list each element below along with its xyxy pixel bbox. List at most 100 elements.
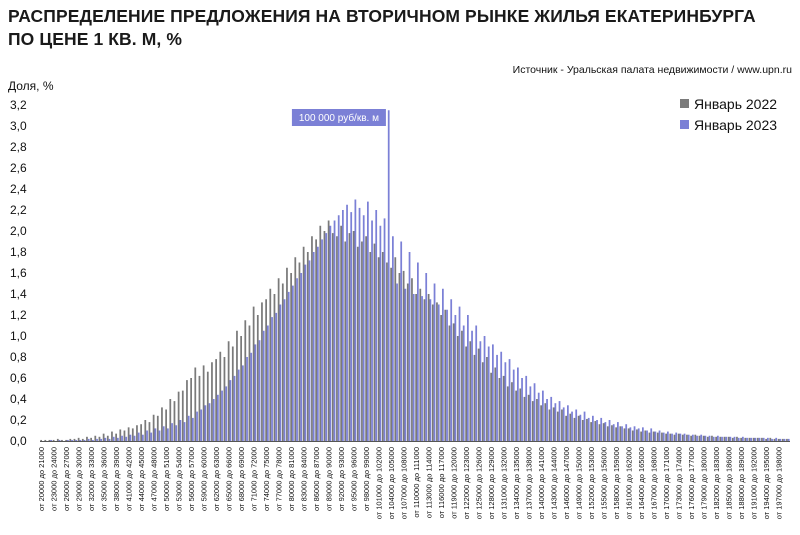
legend: Январь 2022 Январь 2023 bbox=[680, 93, 777, 135]
bar-2022 bbox=[473, 354, 476, 441]
y-tick-label: 2,4 bbox=[10, 182, 27, 196]
bar-2023 bbox=[458, 306, 461, 441]
bar-2023 bbox=[104, 437, 107, 441]
bar-2022 bbox=[106, 435, 109, 441]
x-tick-label: от 128000 до 129000 bbox=[487, 447, 496, 519]
bar-2022 bbox=[390, 267, 392, 441]
bar-2023 bbox=[562, 407, 565, 441]
x-tick-label: от 188000 до 189000 bbox=[737, 447, 746, 519]
x-tick-label: от 179000 до 180000 bbox=[700, 447, 709, 519]
bar-2023 bbox=[233, 375, 236, 441]
bar-2023 bbox=[304, 264, 307, 441]
bar-2023 bbox=[533, 383, 536, 441]
bar-2023 bbox=[575, 409, 578, 441]
chart-title-line-1: РАСПРЕДЕЛЕНИЕ ПРЕДЛОЖЕНИЯ НА ВТОРИЧНОМ Р… bbox=[8, 6, 756, 26]
bar-2022 bbox=[123, 430, 126, 441]
bar-2022 bbox=[781, 438, 784, 441]
bar-2022 bbox=[581, 420, 584, 441]
annotation-label: 100 000 руб/кв. м bbox=[299, 112, 379, 124]
bar-2023 bbox=[733, 436, 736, 441]
bar-2023 bbox=[87, 438, 90, 441]
bar-2023 bbox=[683, 433, 686, 441]
bar-2023 bbox=[212, 399, 215, 441]
bar-2023 bbox=[475, 325, 478, 441]
x-tick-label: от 149000 до 150000 bbox=[575, 447, 584, 519]
bar-2023 bbox=[162, 426, 165, 441]
bar-2023 bbox=[283, 299, 286, 441]
bar-2022 bbox=[198, 375, 201, 441]
bar-2023 bbox=[679, 433, 682, 441]
x-tick-label: от 104000 до 105000 bbox=[387, 447, 396, 519]
bar-2023 bbox=[350, 212, 353, 441]
bar-2022 bbox=[286, 267, 288, 441]
bar-2023 bbox=[362, 215, 365, 441]
x-tick-label: от 146000 до 147000 bbox=[562, 447, 571, 519]
bar-2023 bbox=[75, 439, 78, 441]
bar-2023 bbox=[783, 438, 786, 441]
bar-2022 bbox=[640, 431, 642, 441]
bar-2022 bbox=[636, 429, 638, 441]
bar-2022 bbox=[577, 415, 580, 441]
bar-2022 bbox=[248, 325, 251, 441]
y-tick-label: 1,6 bbox=[10, 266, 27, 280]
bar-2023 bbox=[712, 436, 715, 441]
bar-2023 bbox=[400, 241, 403, 441]
bar-2023 bbox=[279, 304, 282, 441]
bar-2023 bbox=[333, 220, 336, 441]
bar-2023 bbox=[717, 435, 719, 441]
bar-2022 bbox=[556, 411, 559, 441]
bar-2022 bbox=[461, 330, 463, 441]
x-tick-label: от 56000 до 57000 bbox=[187, 447, 196, 511]
x-tick-label: от 152000 до 153000 bbox=[587, 447, 596, 519]
bar-2023 bbox=[750, 437, 753, 441]
bar-2023 bbox=[725, 436, 728, 441]
annotation-box bbox=[291, 109, 386, 126]
bar-2022 bbox=[511, 382, 513, 441]
bar-2022 bbox=[211, 362, 213, 441]
bar-2023 bbox=[742, 436, 744, 441]
bar-2023 bbox=[429, 299, 432, 441]
bar-2022 bbox=[727, 436, 730, 441]
bar-2022 bbox=[436, 302, 438, 441]
bar-2023 bbox=[642, 427, 644, 441]
bar-2022 bbox=[40, 439, 42, 441]
bar-2022 bbox=[565, 415, 567, 441]
bar-2022 bbox=[86, 436, 88, 441]
bar-2023 bbox=[721, 436, 723, 441]
chart-title-line-2: ПО ЦЕНЕ 1 КВ. М, % bbox=[8, 29, 182, 49]
bar-2023 bbox=[696, 435, 698, 441]
y-tick-label: 2,6 bbox=[10, 161, 27, 175]
x-tick-label: от 101000 до 102000 bbox=[375, 447, 384, 519]
bar-2022 bbox=[773, 438, 776, 441]
x-tick-label: от 68000 до 69000 bbox=[237, 447, 246, 511]
bar-2023 bbox=[58, 439, 61, 441]
bar-2022 bbox=[202, 365, 205, 441]
bar-2023 bbox=[500, 351, 503, 441]
bar-2022 bbox=[273, 294, 276, 441]
y-tick-label: 1,8 bbox=[10, 245, 27, 259]
bar-2023 bbox=[150, 432, 153, 441]
bar-2023 bbox=[325, 233, 328, 441]
bar-2022 bbox=[569, 413, 572, 441]
bar-2022 bbox=[336, 236, 338, 441]
bar-2022 bbox=[448, 325, 451, 441]
bar-2022 bbox=[702, 435, 705, 441]
bar-2023 bbox=[200, 409, 203, 441]
bar-2023 bbox=[417, 262, 419, 441]
bar-2022 bbox=[756, 437, 759, 441]
bar-2022 bbox=[411, 278, 413, 441]
bar-2023 bbox=[754, 437, 757, 441]
legend-label-2023: Январь 2023 bbox=[694, 116, 778, 133]
bar-2023 bbox=[50, 439, 53, 441]
bar-2023 bbox=[346, 204, 348, 441]
bar-2022 bbox=[181, 390, 184, 441]
bar-2023 bbox=[671, 433, 673, 441]
bar-2023 bbox=[375, 210, 378, 441]
bar-2023 bbox=[662, 432, 665, 441]
x-tick-label: от 122000 до 123000 bbox=[462, 447, 471, 519]
x-tick-label: от 38000 до 39000 bbox=[112, 447, 121, 511]
x-tick-label: от 155000 до 156000 bbox=[600, 447, 609, 519]
x-tick-label: от 110000 до 111000 bbox=[412, 447, 421, 518]
bar-2022 bbox=[377, 257, 380, 441]
